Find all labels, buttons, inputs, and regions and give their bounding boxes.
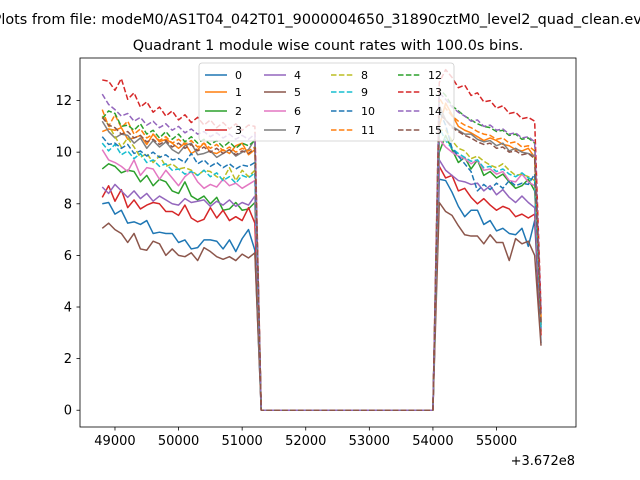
x-tick-label: 55000 xyxy=(476,434,517,449)
x-tick-label: 54000 xyxy=(412,434,453,449)
chart-title: Quadrant 1 module wise count rates with … xyxy=(133,38,524,54)
y-tick-label: 2 xyxy=(64,352,72,367)
series-line-15 xyxy=(101,112,542,411)
y-tick-label: 10 xyxy=(55,146,72,161)
series-line-12 xyxy=(101,88,542,411)
series-line-0 xyxy=(102,178,542,411)
legend-label-4: 4 xyxy=(294,69,301,82)
legend-label-12: 12 xyxy=(428,69,442,82)
y-axis: 0 2 4 6 8 10 12 xyxy=(55,94,80,419)
legend-label-2: 2 xyxy=(235,105,242,118)
x-axis-offset-label: +3.672e8 xyxy=(511,454,575,469)
figure-suptitle: Plots from file: modeM0/AS1T04_042T01_90… xyxy=(0,12,640,28)
legend-label-0: 0 xyxy=(235,69,242,82)
y-tick-label: 12 xyxy=(55,94,72,109)
y-tick-label: 6 xyxy=(64,249,72,264)
legend-label-11: 11 xyxy=(361,124,375,137)
series-line-2 xyxy=(101,134,542,411)
series-line-7 xyxy=(101,104,542,411)
legend-frame xyxy=(198,62,455,142)
x-tick-label: 53000 xyxy=(349,434,390,449)
plot-frame xyxy=(79,57,577,428)
legend-label-8: 8 xyxy=(361,69,368,82)
y-tick-label: 0 xyxy=(64,404,72,419)
x-tick-label: 50000 xyxy=(158,434,199,449)
x-axis: 49000 50000 51000 52000 53000 54000 55000 xyxy=(94,427,517,449)
series-line-8 xyxy=(101,115,542,411)
plot-lines xyxy=(101,68,542,411)
legend-label-5: 5 xyxy=(294,86,301,99)
legend-label-7: 7 xyxy=(294,124,301,137)
legend-label-1: 1 xyxy=(235,86,242,99)
x-tick-label: 52000 xyxy=(285,434,326,449)
legend-label-13: 13 xyxy=(428,86,442,99)
x-tick-label: 51000 xyxy=(221,434,262,449)
series-line-4 xyxy=(101,159,542,411)
legend-label-9: 9 xyxy=(361,86,368,99)
y-tick-label: 4 xyxy=(64,301,72,316)
series-line-11 xyxy=(101,97,542,411)
legend-label-6: 6 xyxy=(294,105,301,118)
series-line-5 xyxy=(101,201,542,411)
legend-label-10: 10 xyxy=(361,105,375,118)
series-line-10 xyxy=(101,110,542,411)
x-tick-label: 49000 xyxy=(94,434,135,449)
legend-label-14: 14 xyxy=(428,105,442,118)
legend-label-15: 15 xyxy=(428,124,442,137)
y-tick-label: 8 xyxy=(64,197,72,212)
legend-label-3: 3 xyxy=(235,124,242,137)
series-line-6 xyxy=(101,138,542,411)
series-line-9 xyxy=(101,126,542,411)
series-line-3 xyxy=(101,165,542,411)
